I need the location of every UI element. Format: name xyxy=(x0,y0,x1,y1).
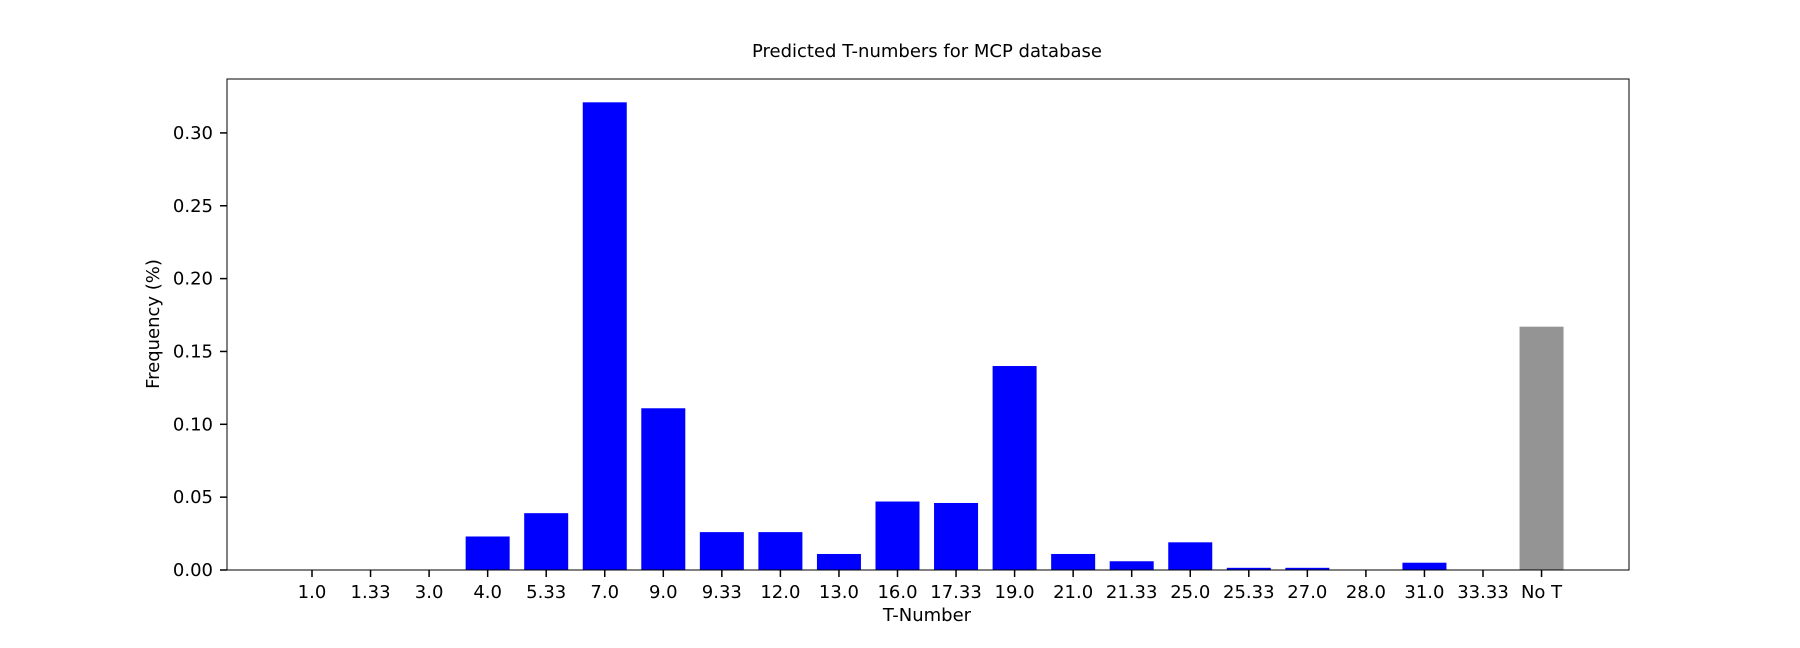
bar xyxy=(758,532,803,570)
x-tick-label: 27.0 xyxy=(1287,582,1327,603)
bar xyxy=(875,501,920,570)
x-tick-label: 4.0 xyxy=(473,582,502,603)
x-tick-label: 5.33 xyxy=(526,582,566,603)
y-axis: 0.00 0.05 0.10 0.15 0.20 0.25 0.30 xyxy=(173,123,227,581)
bars-group xyxy=(465,102,1564,570)
x-tick-label: 12.0 xyxy=(760,582,800,603)
y-tick-label: 0.05 xyxy=(173,487,213,508)
bar xyxy=(992,366,1037,570)
bar xyxy=(816,553,861,570)
bar xyxy=(1285,567,1330,570)
x-tick-label: 33.33 xyxy=(1457,582,1509,603)
y-tick-label: 0.00 xyxy=(173,560,213,581)
x-tick-label: 9.33 xyxy=(702,582,742,603)
bar xyxy=(1402,562,1447,570)
x-tick-label: 19.0 xyxy=(995,582,1035,603)
bar xyxy=(641,408,686,570)
x-tick-label: 21.0 xyxy=(1053,582,1093,603)
x-tick-label: 16.0 xyxy=(877,582,917,603)
x-tick-label: 17.33 xyxy=(930,582,982,603)
x-tick-label: 3.0 xyxy=(415,582,444,603)
x-tick-label: 7.0 xyxy=(590,582,619,603)
x-axis-label: T-Number xyxy=(882,605,972,626)
y-tick-label: 0.15 xyxy=(173,341,213,362)
bar xyxy=(1226,567,1271,570)
x-tick-label: 21.33 xyxy=(1106,582,1158,603)
x-tick-label: 1.0 xyxy=(298,582,327,603)
y-tick-label: 0.10 xyxy=(173,414,213,435)
x-tick-label: 9.0 xyxy=(649,582,678,603)
x-tick-label: 31.0 xyxy=(1404,582,1444,603)
x-tick-label: 1.33 xyxy=(351,582,391,603)
x-tick-label: 25.0 xyxy=(1170,582,1210,603)
bar xyxy=(1109,561,1154,570)
y-tick-label: 0.30 xyxy=(173,123,213,144)
y-axis-label: Frequency (%) xyxy=(143,259,164,389)
chart-title: Predicted T-numbers for MCP database xyxy=(752,41,1102,62)
x-axis: 1.0 1.33 3.0 4.0 5.33 7.0 9.0 9.33 12.0 13.0 16.0 1… xyxy=(298,570,1563,603)
bar xyxy=(1168,542,1213,570)
bar xyxy=(1051,553,1096,570)
y-tick-label: 0.20 xyxy=(173,269,213,290)
x-tick-label: 28.0 xyxy=(1346,582,1386,603)
bar xyxy=(1519,326,1564,570)
bar xyxy=(465,536,510,570)
plot-frame xyxy=(226,78,1630,571)
bar xyxy=(524,513,569,570)
y-tick-label: 0.25 xyxy=(173,196,213,217)
bar xyxy=(699,532,744,570)
x-tick-label: No T xyxy=(1521,582,1563,603)
bar xyxy=(582,102,627,570)
x-tick-label: 25.33 xyxy=(1223,582,1275,603)
x-tick-label: 13.0 xyxy=(819,582,859,603)
bar xyxy=(934,502,979,570)
